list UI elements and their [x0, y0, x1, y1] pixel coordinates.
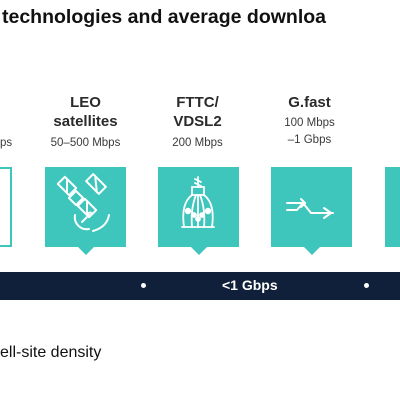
band-dot	[141, 283, 146, 288]
satellite-icon	[56, 173, 110, 232]
footnote-text: ell-site density	[0, 344, 102, 361]
tech-speed-gfast: 100 Mbps	[284, 117, 335, 129]
tech-name-fttc: FTTC/	[176, 94, 219, 111]
band-label: <1 Gbps	[222, 277, 278, 293]
speed-band: <1 Gbps	[0, 272, 400, 300]
partial-speed-text: ps	[0, 137, 13, 149]
tech-name-fttc-line2: VDSL2	[173, 113, 222, 130]
tech-speed-fttc: 200 Mbps	[172, 137, 223, 149]
page-title: technologies and average downloa	[2, 6, 326, 28]
tech-name-leo-line2: satellites	[53, 113, 118, 130]
signal-arrows-icon	[286, 198, 334, 219]
partial-tile-left	[0, 167, 12, 247]
tech-tile-leo	[45, 167, 126, 255]
cable-bundle-icon	[181, 176, 215, 228]
tech-speed-leo: 50–500 Mbps	[50, 137, 121, 149]
band-dot	[364, 283, 369, 288]
tech-tile-gfast	[271, 167, 352, 255]
tech-tile-fttc	[158, 167, 239, 255]
tech-name-leo: LEO	[70, 94, 101, 111]
tech-speed-gfast-line2: –1 Gbps	[287, 134, 332, 146]
tech-name-gfast: G.fast	[288, 94, 331, 111]
partial-tile-right	[385, 167, 400, 247]
